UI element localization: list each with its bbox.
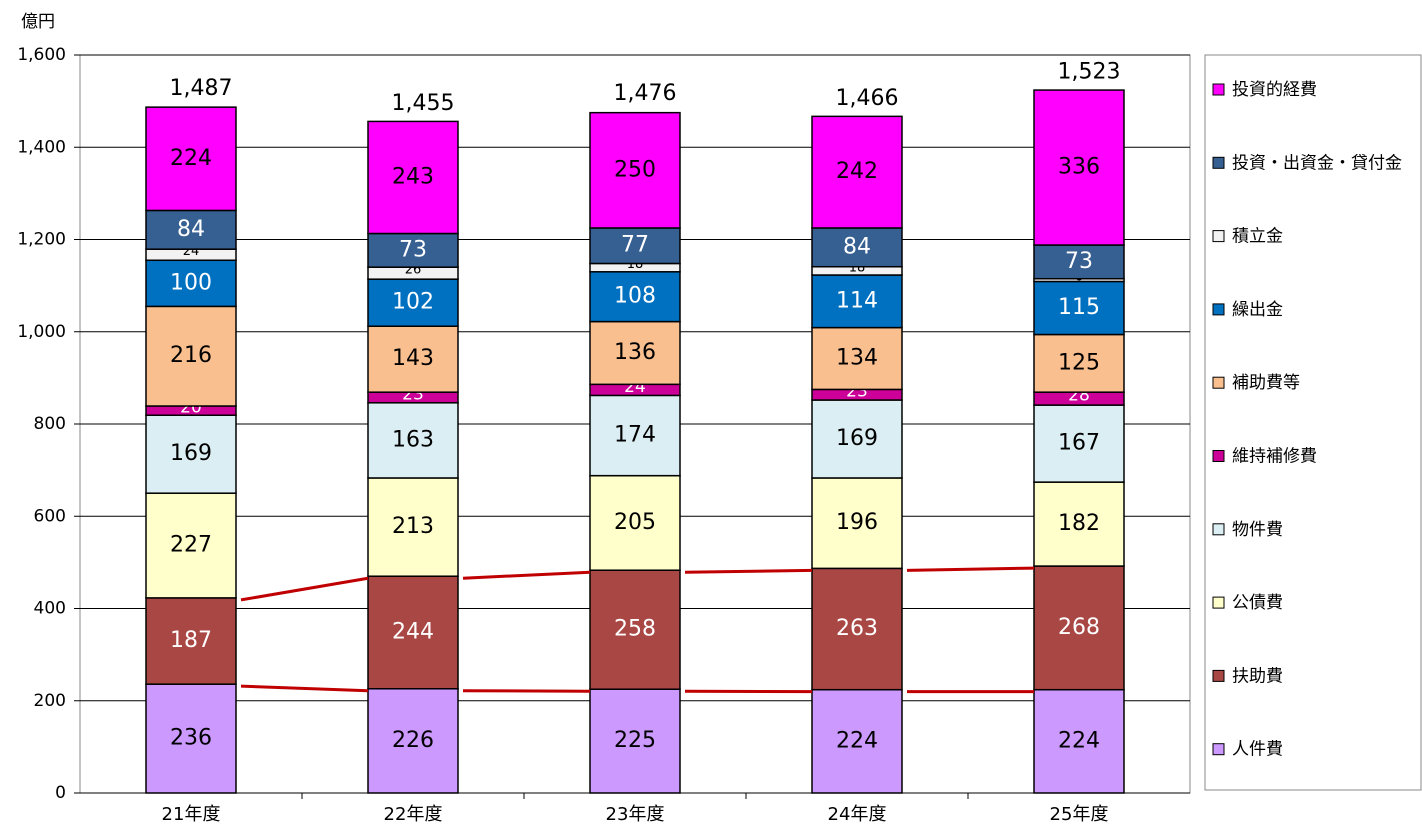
legend-label: 積立金 [1232,227,1283,247]
total-label: 1,523 [1058,60,1121,85]
data-label: 115 [1058,295,1100,320]
total-label: 1,487 [170,76,233,101]
legend-label: 人件費 [1232,740,1283,760]
y-tick-label: 1,600 [17,45,66,65]
data-label: 182 [1058,511,1100,536]
legend-swatch [1213,84,1224,95]
y-tick-label: 1,200 [17,230,66,250]
legend-label: 維持補修費 [1232,447,1317,467]
data-label: 167 [1058,431,1100,456]
data-label: 125 [1058,350,1100,375]
data-label: 84 [843,234,871,259]
x-tick-label: 23年度 [606,804,665,825]
data-label: 268 [1058,615,1100,640]
data-label: 108 [614,284,656,309]
data-label: 242 [836,159,878,184]
legend-swatch [1213,157,1224,168]
data-label: 213 [392,514,434,539]
data-label: 136 [614,340,656,365]
data-label: 224 [170,146,212,171]
series-line [907,568,1034,570]
legend-label: 扶助費 [1232,666,1283,686]
legend-swatch [1213,377,1224,388]
legend-swatch [1213,670,1224,681]
data-label: 169 [836,426,878,451]
x-tick-label: 22年度 [384,804,443,825]
legend-swatch [1213,744,1224,755]
data-label: 224 [836,728,878,753]
x-tick-label: 24年度 [828,804,887,825]
data-label: 163 [392,427,434,452]
data-label: 205 [614,510,656,535]
data-label: 250 [614,157,656,182]
total-label: 1,476 [614,81,677,106]
data-label: 77 [621,233,649,258]
data-label: 226 [392,728,434,753]
data-label: 102 [392,290,434,315]
legend-swatch [1213,451,1224,462]
legend-swatch [1213,597,1224,608]
legend-swatch [1213,231,1224,242]
data-label: 143 [392,346,434,371]
data-label: 84 [177,217,205,242]
legend-label: 補助費等 [1232,373,1300,393]
legend-label: 公債費 [1232,593,1283,613]
series-line [241,686,368,691]
total-label: 1,466 [836,86,899,111]
legend-label: 投資的経費 [1232,80,1317,100]
series-line [463,572,590,578]
x-tick-label: 25年度 [1050,804,1109,825]
y-axis-label: 億円 [21,12,55,32]
total-label: 1,455 [392,91,455,116]
data-label: 114 [836,288,878,313]
data-label: 236 [170,726,212,751]
y-tick-label: 200 [34,691,66,711]
y-tick-label: 1,000 [17,322,66,342]
data-label: 243 [392,164,434,189]
y-tick-label: 1,400 [17,137,66,157]
series-line [685,570,812,572]
data-label: 134 [836,346,878,371]
legend-label: 物件費 [1232,520,1283,540]
data-label: 216 [170,343,212,368]
legend-label: 繰出金 [1232,300,1283,320]
y-tick-label: 0 [55,783,66,803]
data-label: 336 [1058,155,1100,180]
data-label: 100 [170,270,212,295]
y-tick-label: 600 [34,506,66,526]
data-label: 227 [170,533,212,558]
series-line [241,578,368,600]
data-label: 263 [836,616,878,641]
data-label: 196 [836,510,878,535]
y-tick-label: 400 [34,599,66,619]
data-label: 73 [399,237,427,262]
data-label: 187 [170,628,212,653]
data-label: 224 [1058,728,1100,753]
data-label: 73 [1065,249,1093,274]
data-label: 258 [614,617,656,642]
data-label: 244 [392,619,434,644]
x-tick-label: 21年度 [162,804,221,825]
legend-swatch [1213,304,1224,315]
legend-label: 投資・出資金・貸付金 [1232,153,1402,173]
legend-swatch [1213,524,1224,535]
data-label: 174 [614,423,656,448]
y-tick-label: 800 [34,414,66,434]
data-label: 225 [614,728,656,753]
data-label: 169 [170,441,212,466]
